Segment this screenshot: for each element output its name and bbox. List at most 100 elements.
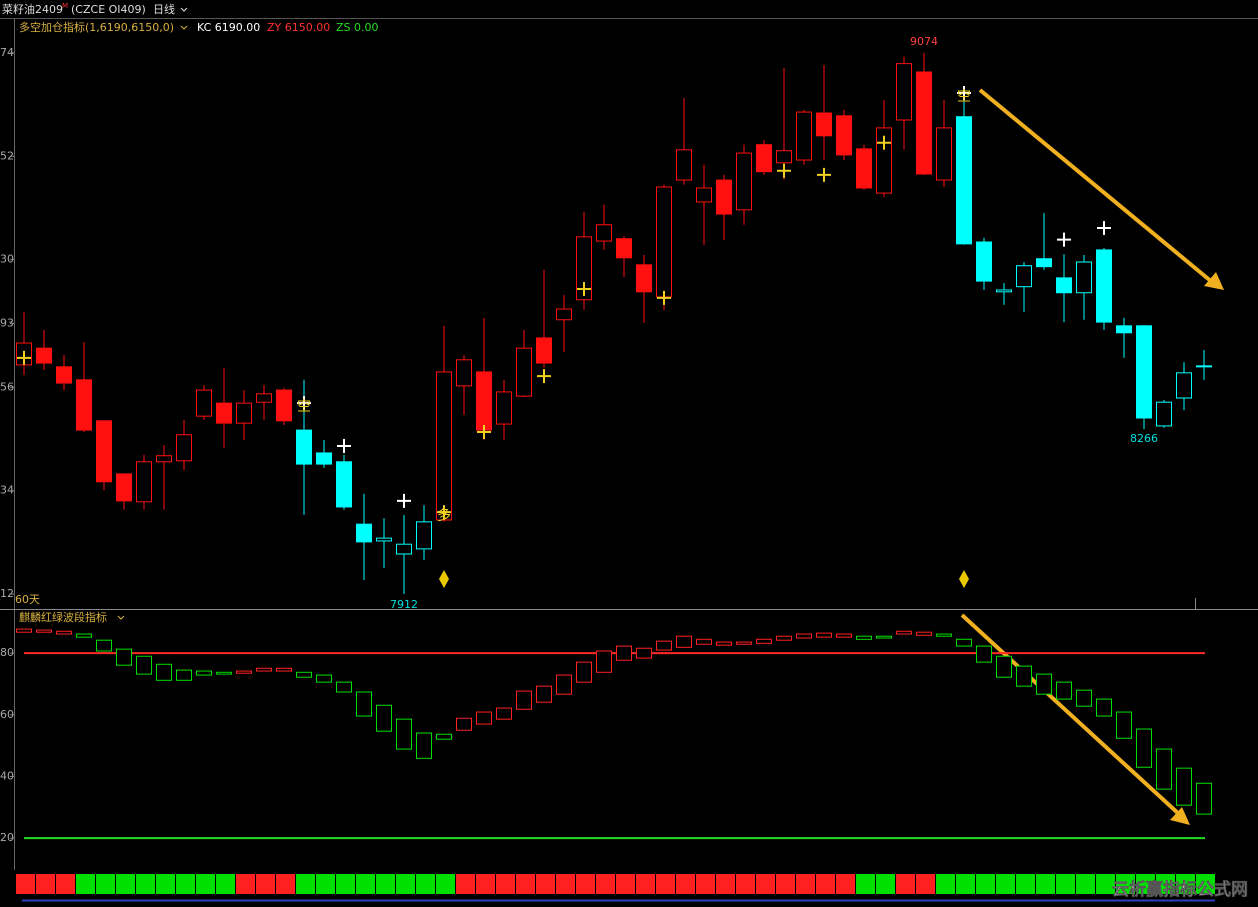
- state-cell: [636, 874, 655, 894]
- candle-body: [36, 347, 52, 364]
- state-cell: [716, 874, 735, 894]
- state-cell: [1016, 874, 1035, 894]
- candle-body: [1036, 258, 1052, 268]
- state-cell: [696, 874, 715, 894]
- state-cell: [1176, 874, 1195, 894]
- candle-body: [16, 628, 32, 633]
- candle-body: [1116, 325, 1132, 334]
- state-cell: [316, 874, 335, 894]
- candle-body: [356, 523, 372, 543]
- candle-body: [516, 347, 532, 397]
- candle-body: [116, 648, 132, 666]
- period[interactable]: 日线: [153, 2, 175, 16]
- state-cell: [1156, 874, 1175, 894]
- candle-body: [876, 127, 892, 194]
- trend-arrow: [978, 88, 1214, 284]
- state-cell: [916, 874, 935, 894]
- candle-body: [716, 641, 732, 646]
- candle-body: [56, 630, 72, 635]
- candle-body: [576, 661, 592, 683]
- chevron[interactable]: [180, 7, 188, 12]
- state-cell: [36, 874, 55, 894]
- chevron[interactable]: [180, 25, 188, 30]
- candle-body: [376, 704, 392, 732]
- indicator2-name[interactable]: 麒麟红绿波段指标: [19, 610, 107, 624]
- candle-body: [1016, 265, 1032, 288]
- indicator-name[interactable]: 多空加仓指标(1,6190,6150,0): [19, 20, 174, 34]
- signal-cross: [657, 290, 671, 305]
- y-tick-label: 20: [0, 831, 14, 844]
- candle-body: [836, 633, 852, 638]
- state-cell: [996, 874, 1015, 894]
- arrow-head: [1204, 272, 1224, 290]
- candle-body: [676, 635, 692, 648]
- signal-cross: [397, 493, 411, 508]
- candle-body: [496, 707, 512, 720]
- trend-arrow: [960, 613, 1182, 817]
- candle-body: [1076, 261, 1092, 294]
- candle-body: [1036, 673, 1052, 695]
- candle-body: [216, 402, 232, 424]
- candle-body: [696, 187, 712, 203]
- candle-body: [356, 691, 372, 717]
- signal-cross: [477, 424, 491, 439]
- candle-body: [156, 663, 172, 681]
- candle-body: [176, 669, 192, 681]
- state-cell: [436, 874, 455, 894]
- candle-body: [556, 674, 572, 695]
- candle-body: [236, 402, 252, 424]
- chevron[interactable]: [117, 615, 125, 620]
- y-tick-label: 52: [0, 149, 14, 162]
- zy-value: ZY 6150.00: [267, 21, 330, 34]
- state-cell: [596, 874, 615, 894]
- y-tick-label: 80: [0, 646, 14, 659]
- state-cell: [616, 874, 635, 894]
- candle-body: [516, 690, 532, 710]
- candle-body: [656, 186, 672, 298]
- signal-cross: [1057, 232, 1071, 247]
- candle-body: [956, 116, 972, 245]
- candle-body: [576, 236, 592, 301]
- high-label: 9074: [910, 35, 938, 48]
- candle-body: [416, 521, 432, 550]
- y-tick-label: 34: [0, 484, 14, 497]
- candle-body: [416, 732, 432, 759]
- candle-body: [316, 452, 332, 465]
- signal-cross: [817, 167, 831, 182]
- signal-text: 多: [437, 507, 451, 524]
- diamond: [439, 570, 449, 588]
- contract-code: (CZCE OI409): [71, 3, 146, 16]
- candle-body: [876, 635, 892, 639]
- state-cell: [56, 874, 75, 894]
- y-tick-label: 12: [0, 587, 14, 600]
- state-cell: [476, 874, 495, 894]
- days-label: 60天: [15, 593, 40, 606]
- signal-cross: [437, 505, 451, 520]
- signal-text: 空: [957, 89, 971, 105]
- candle-body: [696, 638, 712, 645]
- low-label: 8266: [1130, 432, 1158, 445]
- candle-body: [636, 647, 652, 659]
- signal-cross: [337, 438, 351, 453]
- candle-body: [536, 685, 552, 703]
- candle-body: [376, 537, 392, 542]
- state-cell: [736, 874, 755, 894]
- candle-body: [276, 389, 292, 422]
- state-cell: [256, 874, 275, 894]
- signal-cross: [1097, 221, 1111, 236]
- y-tick-label: 40: [0, 770, 14, 783]
- diamond: [959, 570, 969, 588]
- arrow-head: [1170, 807, 1190, 825]
- y-tick-label: 93: [0, 316, 14, 329]
- badge: M: [62, 2, 68, 10]
- state-cell: [1076, 874, 1095, 894]
- candle-body: [476, 371, 492, 431]
- state-cell: [1056, 874, 1075, 894]
- state-cell: [936, 874, 955, 894]
- state-cell: [16, 874, 35, 894]
- candle-body: [896, 63, 912, 121]
- candle-body: [596, 650, 612, 673]
- candle-body: [916, 71, 932, 175]
- candle-body: [256, 667, 272, 672]
- signal-cross: [17, 350, 31, 365]
